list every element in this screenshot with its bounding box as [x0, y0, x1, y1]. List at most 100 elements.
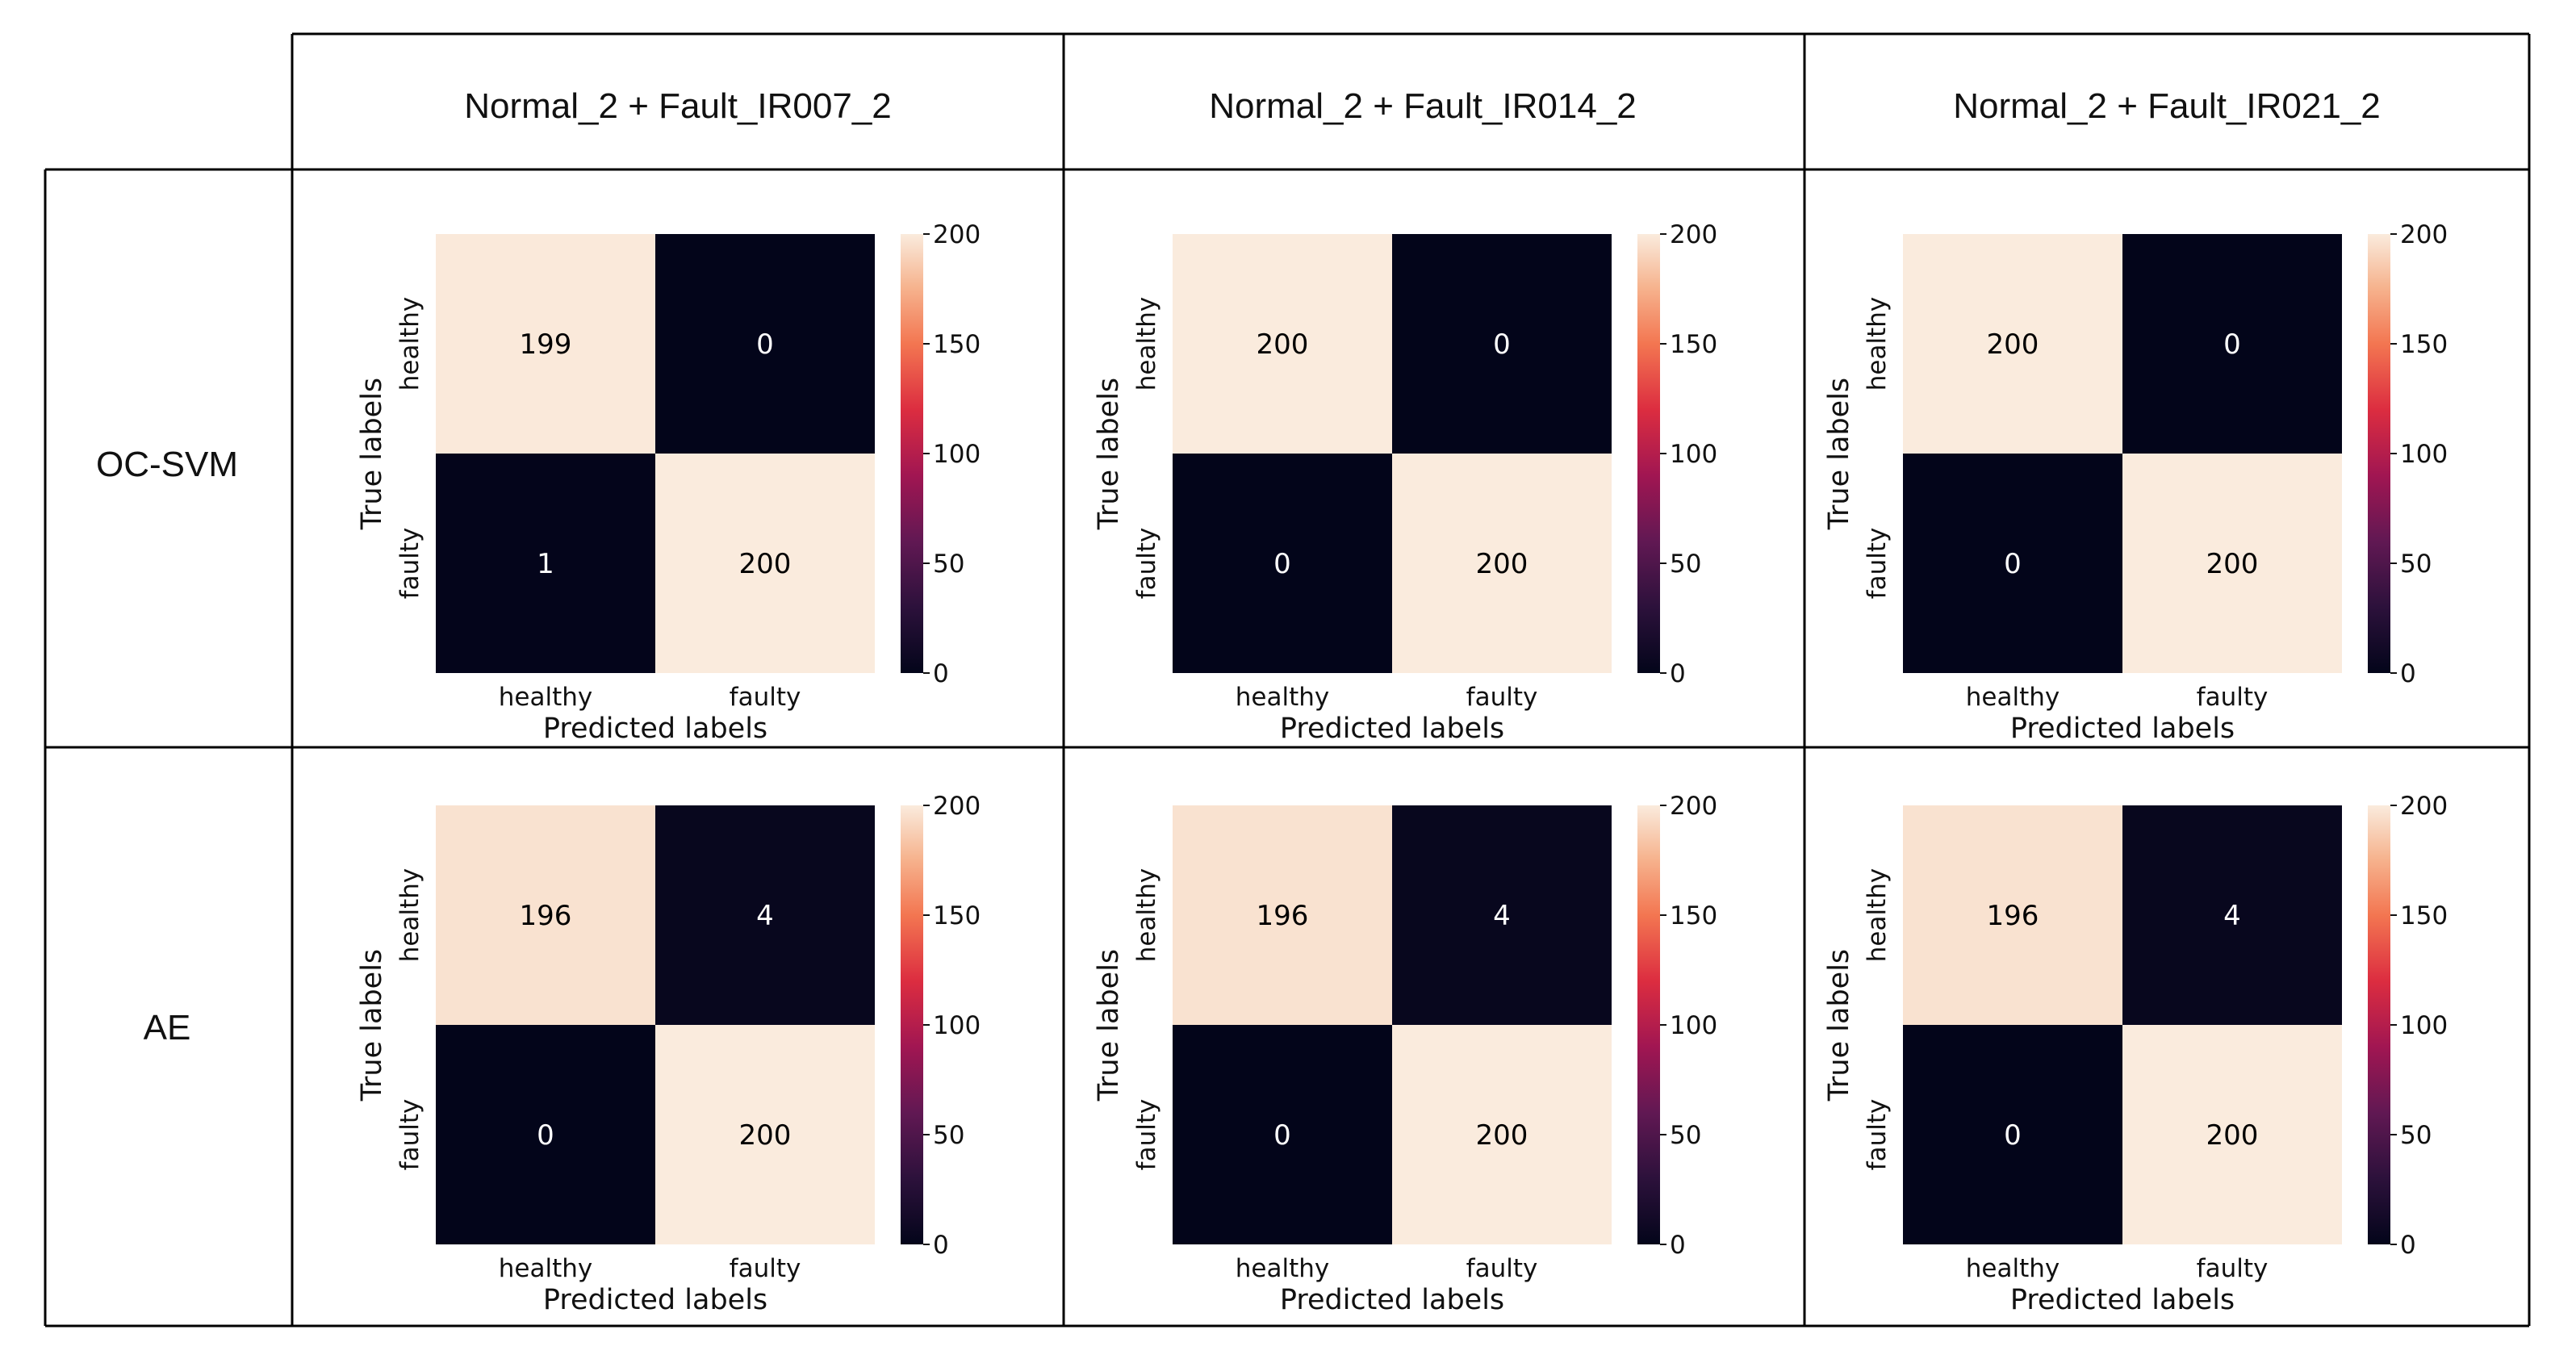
y-axis-label: True labels	[1093, 949, 1125, 1102]
cell-value: 200	[739, 548, 792, 580]
colorbar	[901, 234, 923, 673]
cell-value: 0	[537, 1119, 554, 1152]
matrix-cell	[1173, 234, 1392, 454]
matrix-cell	[655, 454, 875, 673]
cell-value: 200	[739, 1119, 792, 1152]
matrix-cell	[1392, 234, 1612, 454]
matrix-cell	[1392, 454, 1612, 673]
x-tick-label: healthy	[1966, 683, 2060, 712]
column-header-ir014: Normal_2 + Fault_IR014_2	[1209, 86, 1637, 126]
y-axis-label: True labels	[356, 949, 388, 1102]
colorbar-tick-label: 100	[1670, 440, 1717, 469]
matrix-cell	[1903, 805, 2122, 1025]
cell-value: 4	[2223, 900, 2241, 932]
x-tick-label: healthy	[499, 1254, 592, 1283]
colorbar-tick-label: 50	[1670, 1121, 1701, 1150]
colorbar-tick-label: 200	[933, 792, 981, 821]
colorbar-tick-label: 0	[933, 1231, 949, 1260]
y-tick-label: faulty	[395, 1099, 424, 1171]
y-axis-label: True labels	[1093, 378, 1125, 530]
row-header-oc-svm: OC-SVM	[96, 445, 238, 484]
matrix-cell	[1903, 454, 2122, 673]
colorbar	[1637, 805, 1660, 1244]
colorbar-tick-label: 200	[2400, 220, 2448, 249]
row-header-ae: AE	[144, 1008, 191, 1047]
matrix-cell	[1392, 1025, 1612, 1244]
matrix-cell	[655, 805, 875, 1025]
y-tick-label: healthy	[395, 868, 424, 962]
y-tick-label: healthy	[1863, 297, 1892, 391]
y-axis-label: True labels	[356, 378, 388, 530]
colorbar-tick-label: 50	[933, 550, 964, 579]
x-axis-label: Predicted labels	[543, 1284, 767, 1316]
colorbar-tick-label: 100	[933, 440, 981, 469]
colorbar-tick-label: 50	[933, 1121, 964, 1150]
y-tick-label: healthy	[1863, 868, 1892, 962]
colorbar-tick-label: 50	[2400, 550, 2432, 579]
cell-value: 200	[1476, 548, 1528, 580]
matrix-cell	[436, 234, 655, 454]
table-grid	[44, 32, 2531, 1328]
cell-value: 0	[1273, 1119, 1291, 1152]
cell-value: 0	[756, 328, 774, 361]
colorbar	[1637, 234, 1660, 673]
colorbar-tick-label: 100	[2400, 440, 2448, 469]
matrix-cell	[655, 234, 875, 454]
x-tick-label: faulty	[1466, 1254, 1538, 1283]
matrix-cell	[436, 454, 655, 673]
colorbar-tick-label: 0	[1670, 659, 1686, 688]
cell-value: 200	[1257, 328, 1309, 361]
cell-value: 4	[756, 900, 774, 932]
colorbar-tick-label: 100	[1670, 1011, 1717, 1040]
x-tick-label: faulty	[730, 1254, 801, 1283]
colorbar-tick-label: 0	[2400, 659, 2416, 688]
cell-value: 0	[1493, 328, 1511, 361]
x-tick-label: faulty	[2197, 1254, 2269, 1283]
matrix-cell	[436, 805, 655, 1025]
colorbar-tick-label: 0	[2400, 1231, 2416, 1260]
cell-value: 0	[2004, 1119, 2022, 1152]
colorbar-tick-label: 100	[2400, 1011, 2448, 1040]
cell-value: 200	[1987, 328, 2039, 361]
matrix-cell	[1392, 805, 1612, 1025]
colorbar-tick-label: 50	[2400, 1121, 2432, 1150]
matrix-cell	[2122, 454, 2342, 673]
colorbar-tick-label: 100	[933, 1011, 981, 1040]
x-axis-label: Predicted labels	[2010, 713, 2235, 745]
cell-value: 200	[2206, 1119, 2259, 1152]
colorbar-tick-label: 150	[933, 901, 981, 930]
colorbar-tick-label: 150	[2400, 901, 2448, 930]
x-tick-label: faulty	[2197, 683, 2269, 712]
x-axis-label: Predicted labels	[2010, 1284, 2235, 1316]
y-tick-label: healthy	[1132, 297, 1161, 391]
y-tick-label: faulty	[1863, 528, 1892, 600]
cell-value: 200	[2206, 548, 2259, 580]
y-tick-label: faulty	[1132, 1099, 1161, 1171]
cell-value: 200	[1476, 1119, 1528, 1152]
x-axis-label: Predicted labels	[1280, 713, 1504, 745]
colorbar-tick-label: 150	[1670, 330, 1717, 359]
cell-value: 196	[1257, 900, 1309, 932]
matrix-cell	[1173, 1025, 1392, 1244]
x-tick-label: healthy	[1236, 1254, 1329, 1283]
colorbar-tick-label: 150	[2400, 330, 2448, 359]
column-header-ir021: Normal_2 + Fault_IR021_2	[1953, 86, 2381, 126]
matrix-cell	[1903, 234, 2122, 454]
matrix-cell	[1173, 454, 1392, 673]
colorbar-tick-label: 200	[1670, 792, 1717, 821]
matrix-cell	[655, 1025, 875, 1244]
cell-value: 0	[1273, 548, 1291, 580]
colorbar-tick-label: 0	[1670, 1231, 1686, 1260]
colorbar-tick-label: 200	[2400, 792, 2448, 821]
y-tick-label: healthy	[395, 297, 424, 391]
y-tick-label: faulty	[395, 528, 424, 600]
colorbar	[2368, 234, 2390, 673]
matrix-cell	[436, 1025, 655, 1244]
colorbar-tick-label: 50	[1670, 550, 1701, 579]
